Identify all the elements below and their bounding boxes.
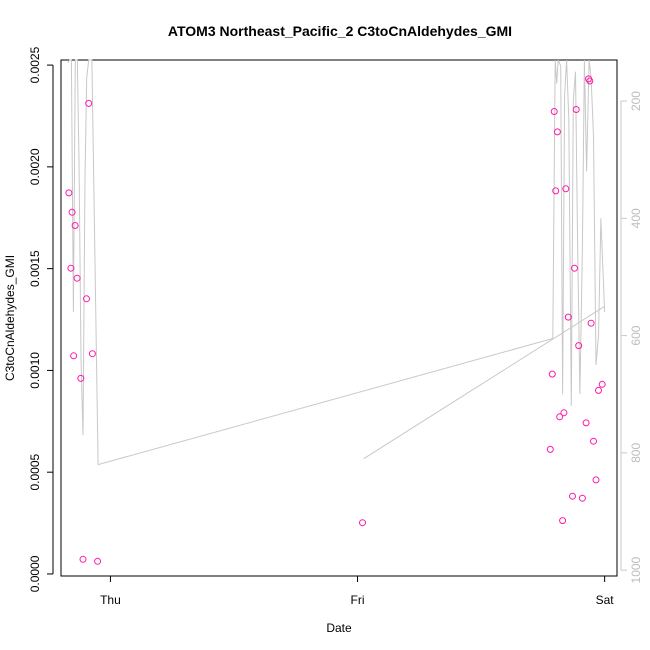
data-point: [560, 409, 568, 417]
right-y-axis: 200 400 600 800 1000: [620, 91, 643, 583]
data-point: [546, 445, 554, 453]
data-point: [552, 187, 560, 195]
data-point: [559, 517, 567, 525]
left-axis-tick-label: 0.0020: [28, 148, 42, 185]
data-point: [575, 342, 583, 350]
left-axis-tick-label: 0.0015: [28, 250, 42, 287]
data-point: [578, 494, 586, 502]
data-point: [592, 476, 600, 484]
x-axis-tick-label: Sat: [596, 593, 615, 607]
left-axis-tick-label: 0.0010: [28, 352, 42, 389]
left-axis-tick-label: 0.0025: [28, 46, 42, 83]
data-point: [94, 557, 102, 565]
data-point: [582, 419, 590, 427]
data-point: [572, 106, 580, 113]
chart-title: ATOM3 Northeast_Pacific_2 C3toCnAldehyde…: [168, 23, 512, 39]
data-point: [550, 108, 558, 115]
data-point: [71, 222, 79, 229]
data-point: [83, 295, 90, 303]
right-axis-tick-label: 600: [629, 325, 643, 345]
data-point: [70, 352, 78, 360]
data-point: [595, 386, 602, 394]
y-axis-label: C3toCnAldehydes_GMI: [3, 255, 17, 381]
right-axis-tick-label: 800: [629, 443, 643, 463]
left-axis-tick-label: 0.0005: [28, 454, 42, 491]
right-axis-tick-label: 200: [629, 91, 643, 111]
data-point: [562, 185, 570, 193]
data-point: [88, 350, 96, 358]
data-point: [548, 370, 556, 378]
data-point: [67, 264, 75, 272]
data-point: [79, 555, 87, 563]
data-point: [77, 374, 85, 382]
x-axis: Thu Fri Sat: [100, 575, 615, 607]
data-point: [586, 77, 594, 85]
data-point: [564, 313, 572, 321]
depth-line-segment: [363, 305, 605, 460]
x-axis-tick-label: Fri: [351, 593, 365, 607]
data-point: [65, 189, 73, 197]
data-point: [73, 274, 81, 282]
data-point: [556, 413, 564, 421]
right-axis-tick-label: 400: [629, 208, 643, 228]
data-point: [553, 128, 561, 136]
left-y-axis: 0.0000 0.0005 0.0010 0.0015 0.0020 0.0025: [28, 46, 54, 592]
x-axis-tick-label: Thu: [100, 593, 121, 607]
data-point: [68, 208, 76, 216]
x-axis-label: Date: [326, 621, 352, 635]
data-point: [85, 99, 93, 107]
data-point: [587, 319, 595, 327]
left-axis-tick-label: 0.0000: [28, 555, 42, 592]
data-point: [571, 264, 578, 272]
scatter-point-layer: [65, 75, 606, 565]
data-point: [569, 492, 576, 500]
right-axis-tick-label: 1000: [629, 556, 643, 583]
data-point: [359, 519, 366, 527]
data-point: [590, 437, 597, 445]
data-point: [598, 380, 606, 388]
